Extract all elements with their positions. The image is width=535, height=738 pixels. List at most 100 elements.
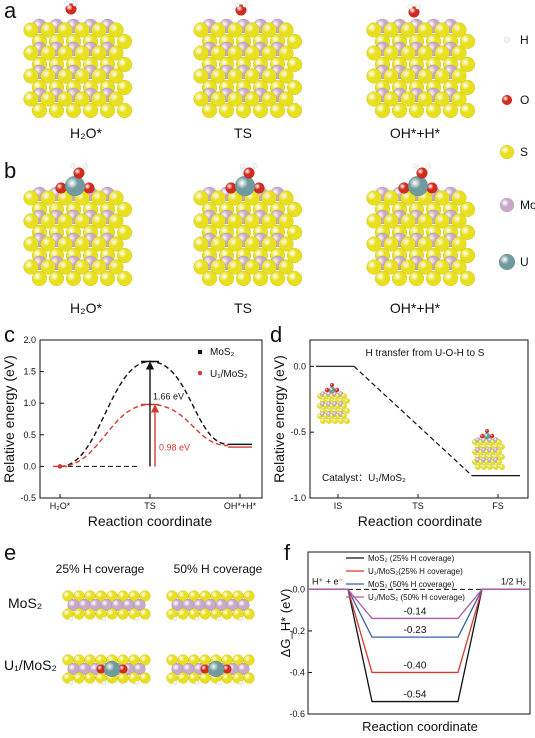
legend-label-3: U₁/MoS₂ (50% H coverage): [368, 593, 465, 602]
slab-b-2-s-atom: [391, 270, 408, 287]
slab-a-2-s-atom: [459, 56, 476, 73]
slab-a-0-s-atom: [82, 102, 99, 119]
legend-s-swatch: [499, 144, 515, 160]
slab-b-0-s-atom: [74, 213, 90, 229]
slab-a-1-s-atom: [227, 91, 243, 107]
hydrogen-atom: [82, 163, 88, 169]
slab-b-0-s-atom: [23, 190, 39, 206]
oxygen-atom: [225, 182, 237, 194]
slab-b-1-s-atom: [201, 270, 218, 287]
slab-a-2-s-atom: [434, 22, 450, 38]
legend-h-label: H: [520, 33, 529, 47]
plot-frame: [39, 339, 263, 499]
panel-a-structures: [23, 1, 476, 119]
slab-b-2-s-atom: [434, 236, 450, 252]
hydrogen-atom: [415, 4, 421, 10]
slab-a-2-s-atom: [434, 68, 450, 84]
slab-b-0-s-atom: [74, 236, 90, 252]
slab-a-1-s-atom: [278, 22, 294, 38]
slab-a-0-s-atom: [91, 68, 107, 84]
slab-a-2-s-atom: [434, 45, 450, 61]
hydrogen-atom: [407, 4, 413, 10]
slab-a-0-s-atom: [57, 45, 73, 61]
panel-label-d: d: [270, 322, 283, 347]
caption-b-h2o: H₂O*: [70, 300, 102, 316]
oxygen-atom: [253, 182, 265, 194]
slab-b-0-s-atom: [40, 236, 56, 252]
panel-label-e: e: [4, 540, 17, 565]
slab-a-1-s-atom: [286, 56, 303, 73]
slab-b-0-s-atom: [108, 213, 124, 229]
e-mos2-50-h-atom: [194, 616, 200, 622]
slab-a-2-s-atom: [366, 45, 382, 61]
slab-b-1-s-atom: [193, 190, 209, 206]
inset-is-s-atom: [340, 402, 347, 409]
slab-a-0-s-atom: [40, 22, 56, 38]
slab-b-0-s-atom: [31, 270, 48, 287]
slab-a-1-s-atom: [244, 45, 260, 61]
legend-s-label: S: [520, 145, 528, 159]
slab-b-1-s-atom: [193, 213, 209, 229]
slab-b-2-s-atom: [459, 270, 476, 287]
slab-a-2-s-atom: [442, 102, 459, 119]
slab-a-0-s-atom: [57, 91, 73, 107]
e-mos2-50-s-atom: [243, 590, 255, 602]
slab-a-1-s-atom: [235, 102, 252, 119]
slab-b-1-s-atom: [252, 270, 269, 287]
slab-a-2-s-atom: [400, 68, 416, 84]
e-mos2-50-s-atom: [177, 608, 189, 620]
panel-b-structures: [23, 163, 476, 287]
slab-b-0-s-atom: [91, 259, 107, 275]
slab-a-1-s-atom: [201, 102, 218, 119]
slab-b-2-s-atom: [417, 213, 433, 229]
slab-a-0-s-atom: [74, 45, 90, 61]
y-tick-label: 0.5: [23, 430, 36, 440]
inset-is-s-atom: [343, 417, 350, 424]
inset-fs-s-atom: [498, 463, 505, 470]
slab-b-0-s-atom: [91, 190, 107, 206]
inset-is-s-atom: [337, 417, 344, 424]
legend-mos2-label: MoS₂: [210, 347, 235, 358]
slab-b-1-s-atom: [218, 270, 235, 287]
slab-b-0-s-atom: [23, 213, 39, 229]
e-u1-25-u-atom: [103, 660, 121, 678]
inset-fs-s-atom: [492, 463, 499, 470]
inset-fs-s-atom: [474, 463, 481, 470]
slab-b-0-s-atom: [57, 259, 73, 275]
slab-b-0-s-atom: [91, 213, 107, 229]
slab-b-1-s-atom: [227, 213, 243, 229]
slab-a-0-s-atom: [57, 22, 73, 38]
caption-a-ohh: OH*+H*: [389, 125, 441, 141]
inset-fs-u-atom: [483, 432, 491, 440]
slab-a-2-s-atom: [366, 91, 382, 107]
y-tick-label: 1.5: [23, 367, 36, 377]
e-u1-25-h-atom: [68, 680, 74, 686]
panel-f-chart: 0.0 -0.2 -0.4 -0.6 Reaction coordinate ΔG_H* …: [280, 551, 531, 734]
oxygen-atom: [235, 4, 247, 16]
e-mos2-25-h-atom: [101, 616, 107, 622]
legend-u-label: U: [520, 255, 529, 269]
slab-a-1-s-atom: [278, 45, 294, 61]
slab-b-2-s-atom: [408, 270, 425, 287]
slab-b-1-s-atom: [210, 259, 226, 275]
y-tick-label: -0.2: [289, 626, 305, 636]
slab-a-0-s-atom: [23, 22, 39, 38]
hydrogen-atom: [240, 163, 246, 169]
x-tick-label: OH*+H*: [224, 501, 257, 511]
slab-b-0-s-atom: [65, 270, 82, 287]
slab-b-1-s-atom: [269, 270, 286, 287]
slab-b-2-s-atom: [366, 213, 382, 229]
slab-b-0-s-atom: [40, 213, 56, 229]
x-tick-label: IS: [334, 501, 343, 511]
slab-b-0-s-atom: [108, 190, 124, 206]
e-mos2-50-h-atom: [238, 616, 244, 622]
slab-b-2-s-atom: [374, 270, 391, 287]
inset-is-s-atom: [326, 417, 333, 424]
slab-b-1-s-atom: [261, 190, 277, 206]
legend-u1mos2-marker: [197, 370, 203, 376]
slab-a-2-s-atom: [451, 45, 467, 61]
slab-a-2-s-atom: [383, 68, 399, 84]
slab-b-0-s-atom: [116, 224, 133, 241]
slab-a-1-s-atom: [286, 102, 303, 119]
